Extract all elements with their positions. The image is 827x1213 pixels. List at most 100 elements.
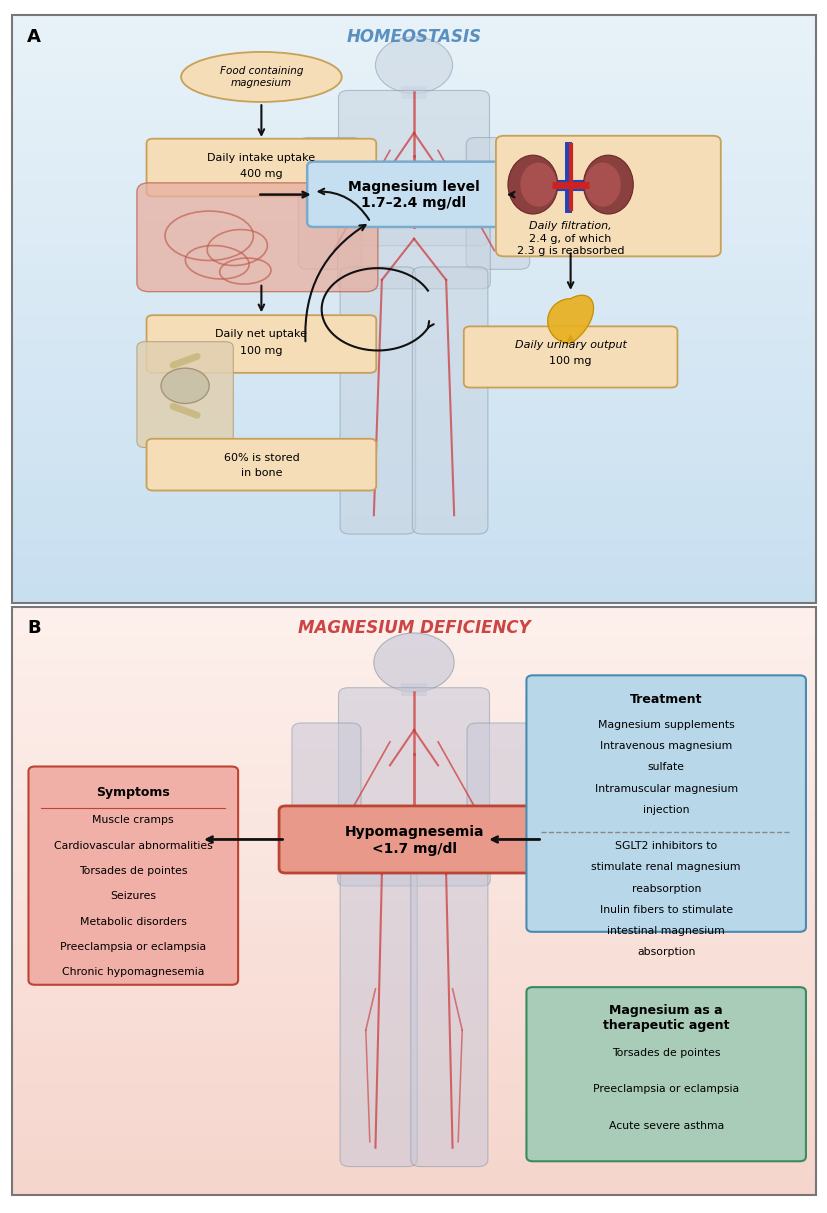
Bar <box>12 889 815 895</box>
Bar <box>12 665 815 671</box>
Polygon shape <box>547 295 593 343</box>
Bar <box>12 74 815 80</box>
Text: Acute severe asthma: Acute severe asthma <box>608 1121 723 1131</box>
Bar <box>12 522 815 526</box>
Text: Muscle cramps: Muscle cramps <box>93 815 174 825</box>
Bar <box>12 706 815 712</box>
Bar <box>12 21 815 27</box>
Bar <box>12 574 815 580</box>
FancyBboxPatch shape <box>526 987 805 1161</box>
FancyBboxPatch shape <box>466 137 529 269</box>
Bar <box>12 1036 815 1042</box>
Text: 100 mg: 100 mg <box>240 346 282 355</box>
Bar <box>12 210 815 215</box>
Bar <box>12 180 815 186</box>
Bar <box>12 39 815 45</box>
Bar <box>12 357 815 363</box>
Bar <box>12 239 815 245</box>
Bar <box>12 592 815 598</box>
Bar <box>12 251 815 256</box>
Bar <box>12 545 815 551</box>
FancyBboxPatch shape <box>340 867 417 1167</box>
Bar <box>12 421 815 427</box>
Text: 1.7–2.4 mg/dl: 1.7–2.4 mg/dl <box>361 195 466 210</box>
Bar <box>12 1089 815 1095</box>
Bar <box>12 924 815 930</box>
Bar <box>12 526 815 533</box>
Bar <box>12 586 815 592</box>
Text: intestinal magnesium: intestinal magnesium <box>606 926 724 936</box>
Bar <box>12 309 815 315</box>
Bar <box>12 163 815 169</box>
Bar <box>12 468 815 474</box>
Bar <box>12 215 815 221</box>
Text: Food containing
magnesium: Food containing magnesium <box>219 67 303 87</box>
Bar <box>12 978 815 983</box>
Bar <box>12 765 815 771</box>
Bar <box>12 268 815 274</box>
Bar <box>12 1118 815 1124</box>
Bar <box>12 80 815 86</box>
Text: Magnesium level: Magnesium level <box>347 180 480 194</box>
Bar <box>12 51 815 56</box>
Bar <box>12 1071 815 1077</box>
Bar <box>12 92 815 97</box>
Bar <box>12 415 815 421</box>
Bar <box>12 138 815 144</box>
Bar <box>12 718 815 724</box>
Text: MAGNESIUM DEFICIENCY: MAGNESIUM DEFICIENCY <box>298 620 529 638</box>
Bar <box>12 173 815 180</box>
Circle shape <box>375 36 452 93</box>
Text: Symptoms: Symptoms <box>96 786 170 799</box>
FancyBboxPatch shape <box>338 91 489 246</box>
Bar <box>12 386 815 392</box>
Text: Preeclampsia or eclampsia: Preeclampsia or eclampsia <box>592 1084 739 1094</box>
Bar <box>12 1177 815 1183</box>
Bar <box>12 580 815 586</box>
Ellipse shape <box>584 163 620 206</box>
FancyBboxPatch shape <box>338 688 489 843</box>
Bar <box>12 303 815 309</box>
Bar <box>12 598 815 604</box>
Bar <box>12 1154 815 1160</box>
Text: Daily net uptake: Daily net uptake <box>215 329 307 340</box>
Text: absorption: absorption <box>636 947 695 957</box>
Circle shape <box>374 633 454 691</box>
Text: Torsades de pointes: Torsades de pointes <box>611 1048 719 1058</box>
Bar <box>12 480 815 486</box>
Bar <box>12 274 815 280</box>
Text: Daily intake uptake: Daily intake uptake <box>207 153 315 163</box>
Text: Preeclampsia or eclampsia: Preeclampsia or eclampsia <box>60 941 206 952</box>
Bar <box>12 503 815 509</box>
FancyBboxPatch shape <box>412 267 487 534</box>
Bar <box>12 877 815 883</box>
Bar <box>12 959 815 966</box>
Bar <box>12 404 815 409</box>
FancyBboxPatch shape <box>337 224 490 289</box>
Text: SGLT2 inhibitors to: SGLT2 inhibitors to <box>614 842 716 852</box>
Bar <box>12 198 815 204</box>
Bar <box>12 68 815 74</box>
Bar <box>12 557 815 563</box>
Bar <box>12 1007 815 1013</box>
Ellipse shape <box>181 52 342 102</box>
Text: Magnesium supplements: Magnesium supplements <box>597 721 734 730</box>
Bar <box>12 62 815 68</box>
Bar <box>12 27 815 33</box>
Bar <box>12 801 815 807</box>
Bar <box>12 409 815 415</box>
FancyBboxPatch shape <box>337 824 490 885</box>
Text: Daily urinary output: Daily urinary output <box>514 340 626 349</box>
Bar <box>12 369 815 374</box>
Bar <box>12 156 815 163</box>
Text: 2.4 g, of which: 2.4 g, of which <box>528 234 611 244</box>
Bar <box>12 759 815 765</box>
Bar <box>12 1030 815 1036</box>
Text: Inulin fibers to stimulate: Inulin fibers to stimulate <box>599 905 732 915</box>
Bar <box>12 1013 815 1019</box>
Bar <box>12 427 815 433</box>
FancyBboxPatch shape <box>279 805 548 873</box>
Bar <box>12 619 815 625</box>
Bar <box>12 33 815 39</box>
Text: 60% is stored: 60% is stored <box>223 452 299 463</box>
